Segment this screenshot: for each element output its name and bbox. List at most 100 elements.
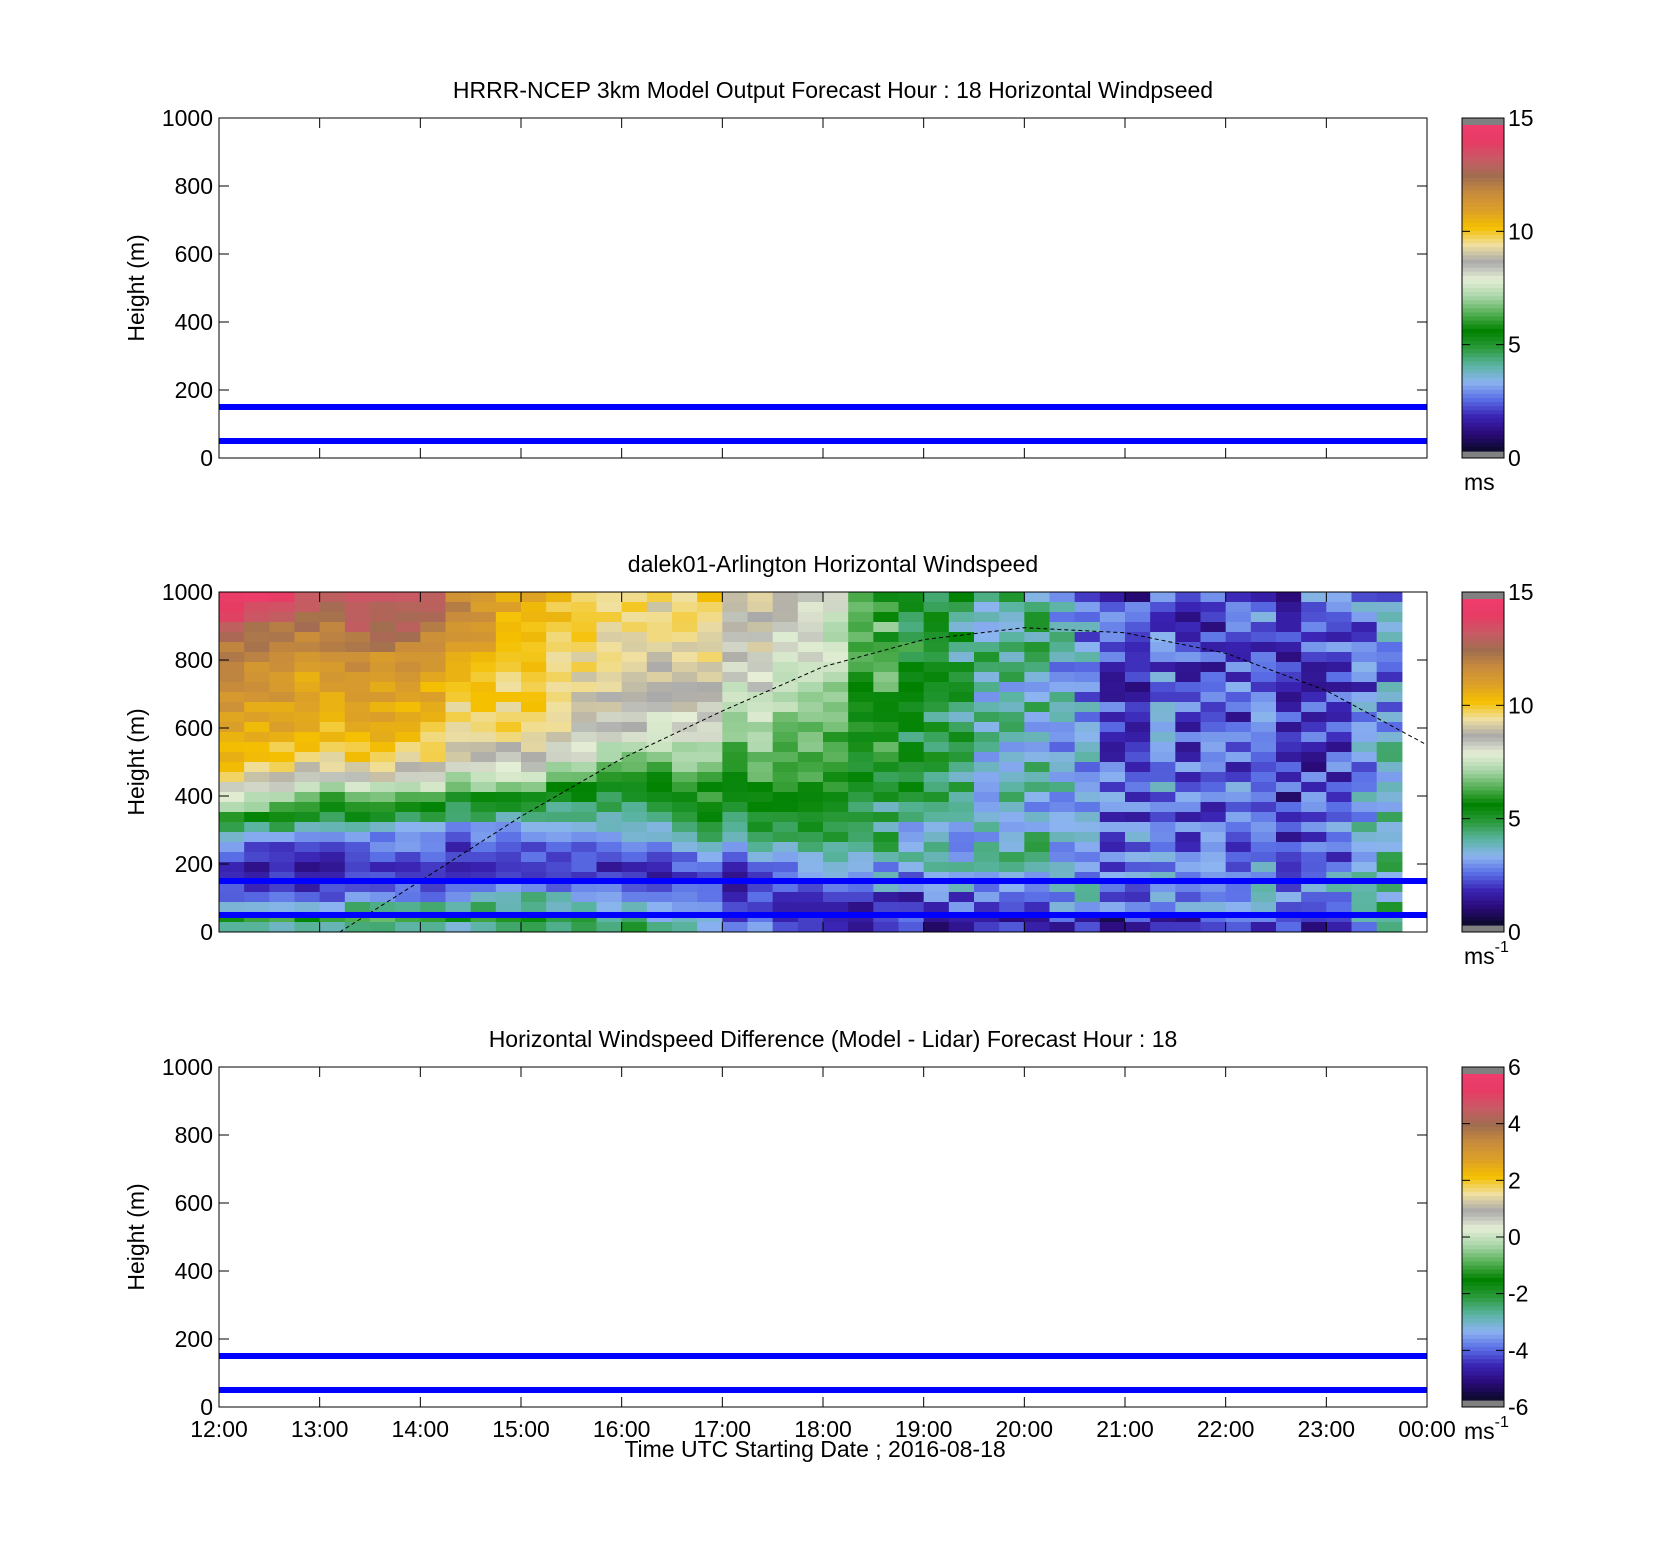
heatmap-cell — [1225, 602, 1252, 613]
colorbar-segment — [1462, 145, 1504, 151]
heatmap-cell — [873, 732, 900, 743]
heatmap-cell — [571, 692, 598, 703]
heatmap-cell — [948, 612, 975, 623]
heatmap-cell — [1301, 902, 1327, 913]
heatmap-cell — [1276, 762, 1302, 773]
heatmap-cell — [1301, 702, 1327, 713]
heatmap-cell — [923, 672, 950, 683]
colorbar-segment — [1462, 819, 1504, 824]
heatmap-cell — [873, 922, 900, 932]
y-tick-label: 200 — [175, 1326, 213, 1352]
colorbar-tick-label: 2 — [1508, 1167, 1521, 1193]
colorbar-units: ms — [1464, 469, 1495, 495]
heatmap-cell — [445, 702, 472, 713]
heatmap-cell — [672, 902, 698, 913]
heatmap-cell — [797, 822, 824, 833]
x-tick-label: 14:00 — [392, 1416, 450, 1442]
colorbar-segment — [1462, 664, 1504, 669]
heatmap-cell — [1175, 872, 1202, 883]
heatmap-cell — [244, 792, 270, 803]
heatmap-cell — [1301, 782, 1327, 793]
panel-title: HRRR-NCEP 3km Model Output Forecast Hour… — [453, 77, 1213, 103]
colorbar-segment — [1462, 1184, 1504, 1189]
heatmap-cell — [344, 822, 371, 833]
heatmap-cell — [848, 702, 874, 713]
heatmap-cell — [395, 712, 421, 723]
heatmap-cell — [646, 722, 673, 733]
heatmap-cell — [395, 602, 421, 613]
heatmap-cell — [294, 852, 321, 863]
colorbar-segment — [1462, 177, 1504, 183]
heatmap-cell — [873, 892, 900, 903]
heatmap-cell — [470, 692, 497, 703]
heatmap-cell — [848, 742, 874, 753]
colorbar-segment — [1462, 599, 1504, 604]
heatmap-cell — [974, 792, 1000, 803]
heatmap-cell — [596, 812, 623, 823]
heatmap-cell — [1150, 712, 1176, 723]
heatmap-cell — [370, 842, 396, 853]
heatmap-cell — [848, 602, 874, 613]
colorbar-segment — [1462, 214, 1504, 220]
colorbar-segment — [1462, 271, 1504, 277]
colorbar-segment — [1462, 1082, 1504, 1087]
heatmap-cell — [1125, 702, 1151, 713]
y-tick-label: 400 — [175, 783, 213, 809]
heatmap-cell — [521, 662, 547, 673]
heatmap-cell — [999, 862, 1025, 873]
heatmap-cell — [672, 662, 698, 673]
heatmap-cell — [1049, 922, 1076, 932]
heatmap-cell — [294, 762, 321, 773]
heatmap-cell — [646, 602, 673, 613]
colorbar-segment — [1462, 1375, 1504, 1381]
heatmap-cell — [999, 802, 1025, 813]
heatmap-cell — [1099, 762, 1126, 773]
heatmap-cell — [747, 902, 774, 913]
colorbar-segment — [1462, 1322, 1504, 1328]
heatmap-cell — [395, 692, 421, 703]
heatmap-cell — [571, 852, 598, 863]
heatmap-cell — [370, 712, 396, 723]
heatmap-cell — [797, 702, 824, 713]
heatmap-cell — [797, 722, 824, 733]
heatmap-cell — [445, 812, 472, 823]
heatmap-cell — [772, 622, 799, 633]
heatmap-cell — [848, 842, 874, 853]
heatmap-cell — [546, 602, 572, 613]
heatmap-cell — [1225, 892, 1252, 903]
heatmap-cell — [1225, 682, 1252, 693]
heatmap-cell — [1125, 712, 1151, 723]
heatmap-cell — [596, 832, 623, 843]
heatmap-cell — [244, 892, 270, 903]
heatmap-cell — [1301, 612, 1327, 623]
heatmap-cell — [1175, 612, 1202, 623]
heatmap-cell — [319, 872, 346, 883]
heatmap-cell — [1276, 882, 1302, 893]
heatmap-cell — [1024, 782, 1051, 793]
heatmap-cell — [848, 732, 874, 743]
heatmap-cell — [1301, 802, 1327, 813]
heatmap-cell — [1351, 692, 1378, 703]
heatmap-cell — [571, 702, 598, 713]
heatmap-cell — [1351, 772, 1378, 783]
heatmap-cell — [747, 602, 774, 613]
heatmap-cell — [219, 872, 245, 883]
heatmap-cell — [672, 632, 698, 643]
heatmap-cell — [1351, 802, 1378, 813]
heatmap-cell — [1250, 712, 1277, 723]
colorbar-segment — [1462, 684, 1504, 690]
colorbar-segment — [1462, 688, 1504, 694]
heatmap-cell — [1376, 632, 1403, 643]
heatmap-cell — [420, 712, 447, 723]
heatmap-cell — [294, 842, 321, 853]
heatmap-cell — [974, 832, 1000, 843]
heatmap-cell — [672, 872, 698, 883]
heatmap-cell — [621, 722, 648, 733]
heatmap-cell — [1225, 702, 1252, 713]
colorbar-segment — [1462, 737, 1504, 743]
heatmap-cell — [1074, 902, 1101, 913]
heatmap-cell — [621, 632, 648, 643]
heatmap-cell — [672, 622, 698, 633]
colorbar-segment — [1462, 1355, 1504, 1360]
heatmap-cell — [873, 662, 900, 673]
